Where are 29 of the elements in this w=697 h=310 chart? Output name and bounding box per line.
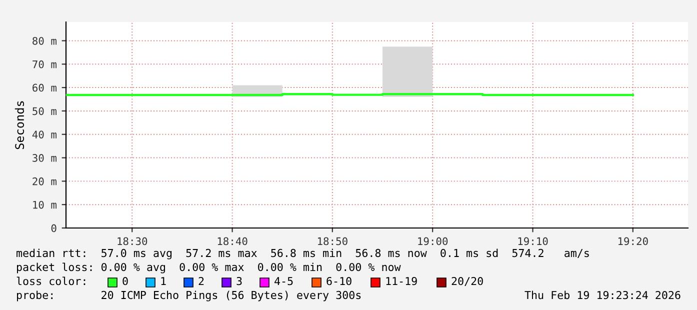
legend-label: 1 xyxy=(161,277,166,286)
y-tick-label: 80 m xyxy=(32,36,56,45)
y-tick-label: 50 m xyxy=(32,107,56,116)
legend-label: 0 xyxy=(122,276,128,286)
legend-label: 4-5 xyxy=(274,277,293,286)
text: median rtt: 57.0 ms avg 57.2 ms max 56.8 ms min 56.8 ms now 0.1 ms sd 574.2 am/s xyxy=(16,248,589,260)
y-tick-label: 40 m xyxy=(32,130,56,138)
x-tick-label: 19:20 xyxy=(618,237,648,246)
y-axis-title: Seconds xyxy=(14,101,24,150)
legend-label: 6-10 xyxy=(326,276,352,286)
x-tick-label: 19:10 xyxy=(518,237,548,246)
x-tick-label: 18:30 xyxy=(118,237,148,246)
text: loss color: xyxy=(16,276,86,286)
y-tick-label: 60 m xyxy=(32,84,56,92)
x-tick-label: 18:40 xyxy=(218,237,248,246)
y-tick-label: 10 m xyxy=(33,200,56,209)
legend-label: 20/20 xyxy=(452,276,483,286)
text: Thu Feb 19 19:23:24 2026 xyxy=(524,290,680,300)
y-tick-label: 20 m xyxy=(32,177,56,186)
legend-label: 2 xyxy=(198,276,204,286)
y-tick-label: 70 m xyxy=(32,60,56,68)
legend-label: 11-19 xyxy=(386,276,417,286)
x-tick-label: 19:00 xyxy=(418,237,448,246)
legend-label: 3 xyxy=(236,276,242,286)
x-tick-label: 18:50 xyxy=(318,237,348,246)
y-tick-label: 30 m xyxy=(32,154,56,162)
y-tick-label: 0 xyxy=(51,224,56,232)
text: probe: 20 ICMP Echo Pings (56 Bytes) every 300s xyxy=(17,290,361,302)
text: packet loss: 0.00 % avg 0.00 % max 0.00 % min 0.00 % now xyxy=(17,262,401,274)
